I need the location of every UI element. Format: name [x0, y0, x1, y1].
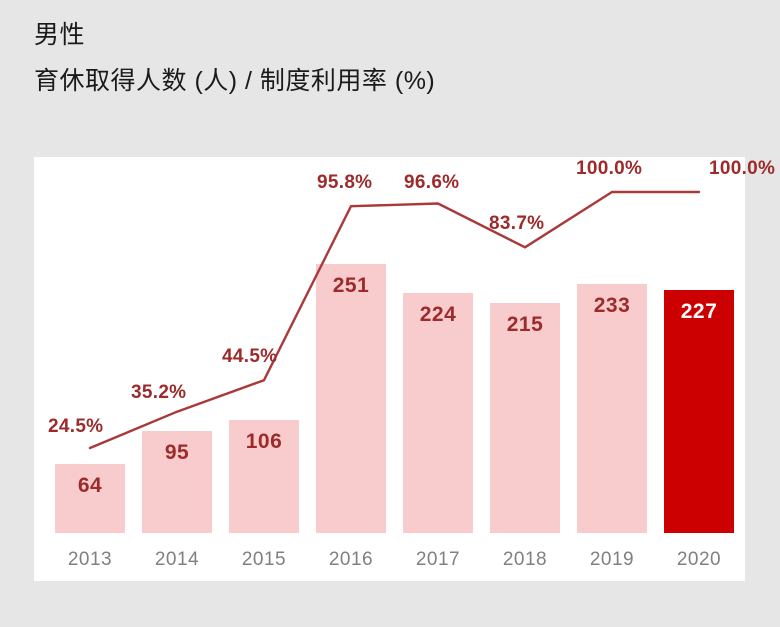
- bar-rect-2020: [664, 290, 734, 533]
- axis-label-2018: 2018: [502, 549, 548, 570]
- bar-rect-2018: [490, 303, 560, 533]
- bar-rect-2013: [55, 464, 125, 533]
- bar-value-2014: 95: [164, 441, 190, 464]
- axis-label-2015: 2015: [241, 549, 287, 570]
- bar-rect-2016: [316, 264, 386, 533]
- axis-label-2013: 2013: [67, 549, 113, 570]
- axis-label-2017: 2017: [415, 549, 461, 570]
- bar-value-2017: 224: [419, 303, 457, 326]
- axis-label-2020: 2020: [676, 549, 722, 570]
- bar-2013: 64 2013: [55, 464, 125, 570]
- page-subtitle: 育休取得人数 (人) / 制度利用率 (%): [34, 67, 436, 95]
- bar-2019: 233 2019: [577, 284, 647, 570]
- bar-2016: 251 2016: [316, 264, 386, 570]
- bar-value-2018: 215: [506, 313, 544, 336]
- bar-value-2019: 233: [593, 294, 631, 317]
- bar-value-2016: 251: [332, 274, 370, 297]
- bar-2015: 106 2015: [229, 420, 299, 570]
- bar-value-2015: 106: [245, 430, 283, 453]
- chart-plot-area: 64 2013 95 2014 106 2015 251 2016 224 2017 215 2018…: [34, 157, 745, 581]
- bar-value-2013: 64: [77, 474, 103, 497]
- bar-rect-2017: [403, 293, 473, 533]
- bar-2020: 227 2020: [664, 290, 734, 570]
- axis-label-2016: 2016: [328, 549, 374, 570]
- bar-2017: 224 2017: [403, 293, 473, 570]
- chart-card: 64 2013 95 2014 106 2015 251 2016 224 2017 215 2018…: [34, 157, 775, 581]
- title-block: 男性 育休取得人数 (人) / 制度利用率 (%): [34, 18, 734, 98]
- page-title: 男性: [34, 21, 86, 49]
- bar-2014: 95 2014: [142, 431, 212, 570]
- axis-label-2014: 2014: [154, 549, 200, 570]
- bar-value-2020: 227: [680, 300, 718, 323]
- bar-rect-2019: [577, 284, 647, 533]
- bar-2018: 215 2018: [490, 303, 560, 570]
- axis-label-2019: 2019: [589, 549, 635, 570]
